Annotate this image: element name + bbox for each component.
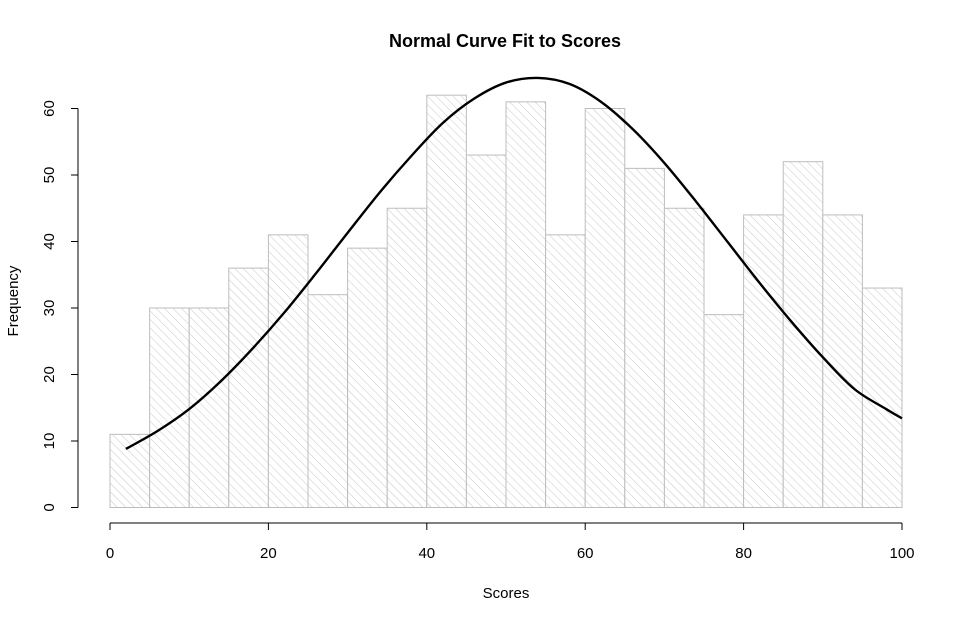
- y-axis-title: Frequency: [5, 265, 22, 336]
- histogram-bar: [386, 207, 428, 508]
- histogram-bar: [149, 307, 190, 508]
- histogram-bar: [188, 307, 230, 508]
- histogram-bar: [347, 247, 388, 508]
- y-axis: 0 10 20 30 40 50 60: [41, 100, 79, 512]
- histogram-bar: [584, 108, 626, 508]
- histogram-bar: [743, 214, 784, 508]
- histogram-bar: [545, 234, 586, 508]
- x-tick-label: 0: [106, 545, 114, 562]
- y-tick-label: 50: [41, 167, 58, 184]
- y-tick-label: 60: [41, 100, 58, 117]
- histogram-bar: [465, 154, 507, 509]
- histogram-bar: [505, 101, 547, 508]
- histogram-bar: [109, 433, 151, 509]
- y-tick-label: 30: [41, 300, 58, 317]
- histogram-bar: [228, 267, 269, 508]
- x-axis-title: Scores: [483, 585, 530, 602]
- y-tick-label: 10: [41, 433, 58, 450]
- x-tick-label: 20: [260, 545, 277, 562]
- normal-curve-line: [125, 76, 903, 451]
- histogram-bar: [426, 94, 467, 508]
- histogram-bars: [109, 94, 903, 509]
- x-tick-label: 40: [418, 545, 435, 562]
- chart-title: Normal Curve Fit to Scores: [389, 31, 621, 51]
- x-tick-label: 80: [735, 545, 752, 562]
- x-tick-label: 100: [889, 545, 914, 562]
- histogram-bar: [267, 234, 309, 508]
- histogram-bar: [307, 294, 349, 509]
- y-tick-label: 40: [41, 233, 58, 250]
- x-tick-label: 60: [577, 545, 594, 562]
- histogram-bar: [624, 167, 665, 508]
- histogram-bar: [663, 207, 705, 508]
- histogram-bar: [703, 314, 745, 508]
- y-tick-label: 0: [41, 503, 58, 511]
- histogram-bar: [822, 214, 863, 508]
- y-tick-label: 20: [41, 366, 58, 383]
- x-axis: 0 20 40 60 80 100: [106, 522, 915, 562]
